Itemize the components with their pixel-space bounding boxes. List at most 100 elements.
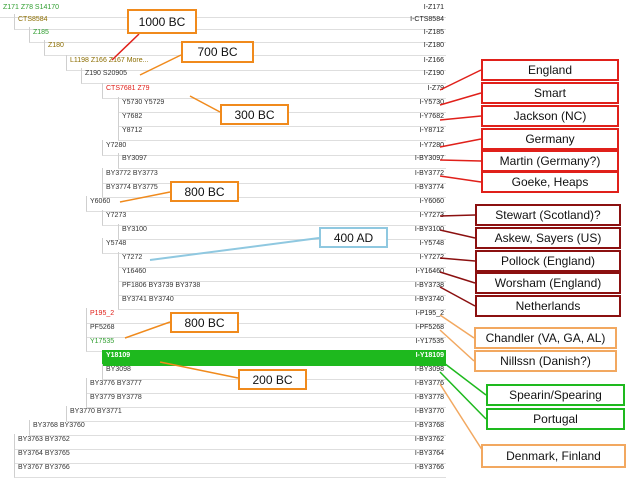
tree-row[interactable]: PF1806 BY3739 BY3738 I-BY3738 [0,280,446,296]
haplogroup-code: I-Y18109 [415,352,444,359]
place-box: Chandler (VA, GA, AL) [474,327,617,349]
place-box: Askew, Sayers (US) [475,227,621,249]
place-box: Denmark, Finland [481,444,626,468]
haplogroup-code: I-BY3776 [414,380,444,387]
tree-row[interactable]: BY3770 BY3771 I-BY3770 [0,406,446,422]
tree-row-bar [118,153,446,169]
tree-row[interactable]: BY3768 BY3760 I-BY3768 [0,420,446,436]
tree-row[interactable]: Y7682 I-Y7682 [0,111,446,127]
snp-label: Y5730 Y5729 [122,99,165,106]
haplogroup-code: I-BY3762 [414,436,444,443]
place-box: Netherlands [475,295,621,317]
snp-label: BY3772 BY3773 [106,170,158,177]
age-estimate-box: 1000 BC [127,9,197,34]
snp-label: Y17535 [90,338,115,345]
tree-row[interactable]: L1198 Z166 Z167 More... I-Z166 [0,55,446,71]
connector-line [439,175,482,183]
tree-row-bar [86,308,446,324]
haplogroup-code: I-P195_2 [415,310,444,317]
haplogroup-code: I-Y17535 [415,338,444,345]
tree-row[interactable]: CTS8584 I-CTS8584 [0,14,446,30]
haplogroup-code: I-CTS8584 [410,16,444,23]
tree-row[interactable]: BY3774 BY3775 I-BY3774 [0,182,446,198]
tree-row[interactable]: CTS7681 Z79 I-Z79 [0,83,446,99]
age-estimate-box: 300 BC [220,104,289,125]
haplogroup-code: I-BY3097 [414,155,444,162]
haplogroup-code: I-BY3766 [414,464,444,471]
haplogroup-code: I-BY3764 [414,450,444,457]
tree-row[interactable]: BY3097 I-BY3097 [0,153,446,169]
tree-row[interactable]: P195_2 I-P195_2 [0,308,446,324]
tree-row[interactable]: BY3741 BY3740 I-BY3740 [0,294,446,310]
age-estimate-box: 400 AD [319,227,388,248]
tree-row[interactable]: BY3767 BY3766 I-BY3766 [0,462,446,478]
snp-label: Y18109 [106,352,131,359]
snp-label: Y7682 [122,113,143,120]
tree-row[interactable]: Y7280 I-Y7280 [0,140,446,156]
haplogroup-code: I-Y7272 [419,254,444,261]
haplogroup-code: I-BY3738 [414,282,444,289]
snp-label: P195_2 [90,310,115,317]
tree-row-bar [0,2,446,18]
snp-label: BY3763 BY3762 [18,436,70,443]
tree-row-bar [86,322,446,338]
place-box: Stewart (Scotland)? [475,204,621,226]
tree-row[interactable]: BY3776 BY3777 I-BY3776 [0,378,446,394]
tree-row[interactable]: Y6060 I-Y6060 [0,196,446,212]
haplogroup-code: I-Z171 [423,4,444,11]
haplogroup-code: I-BY3778 [414,394,444,401]
tree-row-bar [118,111,446,127]
snp-label: Y7273 [106,212,127,219]
connector-line [439,383,487,457]
tree-row-bar [66,406,446,422]
tree-row-bar [102,182,446,198]
tree-row[interactable]: Y7273 I-Y7273 [0,210,446,226]
tree-row-bar [118,280,446,296]
snp-label: PF5268 [90,324,115,331]
snp-label: Z171 Z78 S14170 [3,4,60,11]
connector-line [439,115,482,121]
snp-label: BY3741 BY3740 [122,296,174,303]
connector-line [439,69,482,91]
tree-row-bar [118,266,446,282]
tree-row[interactable]: BY3764 BY3765 I-BY3764 [0,448,446,464]
tree-row[interactable]: Y16460 I-Y16460 [0,266,446,282]
snp-label: BY3768 BY3760 [33,422,85,429]
tree-row-bar [102,210,446,226]
tree-row[interactable]: BY3779 BY3778 I-BY3778 [0,392,446,408]
haplogroup-code: I-Z166 [423,57,444,64]
tree-row-bar [102,83,446,99]
tree-row-bar [14,462,446,478]
tree-row[interactable]: Y8712 I-Y8712 [0,125,446,141]
haplogroup-code: I-BY3100 [414,226,444,233]
snp-label: BY3774 BY3775 [106,184,158,191]
haplogroup-code: I-Y5730 [419,99,444,106]
connector-line [439,371,487,420]
tree-row[interactable]: BY3772 BY3773 I-BY3772 [0,168,446,184]
tree-row[interactable]: Y7272 I-Y7272 [0,252,446,268]
tree-row[interactable]: BY3763 BY3762 I-BY3762 [0,434,446,450]
place-box: Goeke, Heaps [481,171,619,193]
snp-label: Z185 [33,29,49,36]
haplogroup-code: I-BY3768 [414,422,444,429]
snp-label: CTS8584 [18,16,48,23]
place-box: Worsham (England) [475,272,621,294]
tree-row-bar [29,420,446,436]
snp-label: BY3767 BY3766 [18,464,70,471]
place-box: Martin (Germany?) [481,150,619,172]
haplogroup-code: I-Y6060 [419,198,444,205]
tree-row-bar [66,55,446,71]
haplogroup-code: I-BY3774 [414,184,444,191]
tree-row-bar [118,125,446,141]
connector-line [439,138,482,148]
place-box: Germany [481,128,619,150]
tree-row-bar [14,448,446,464]
haplogroup-code: I-Y16460 [415,268,444,275]
age-estimate-box: 800 BC [170,181,239,202]
tree-row[interactable]: PF5268 I-PF5268 [0,322,446,338]
tree-row[interactable]: Z171 Z78 S14170 I-Z171 [0,2,446,18]
haplogroup-code: I-BY3772 [414,170,444,177]
connector-line [439,92,482,106]
haplogroup-code: I-BY3098 [414,366,444,373]
tree-row[interactable]: Z190 S20905 I-Z190 [0,68,446,84]
